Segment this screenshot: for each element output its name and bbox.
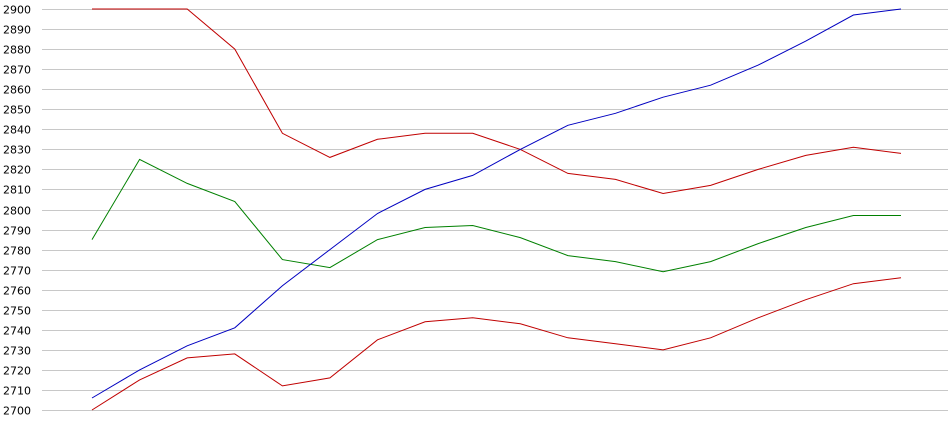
series-lines [91, 8, 902, 411]
y-tick-label: 2820 [3, 164, 31, 177]
y-tick-label: 2890 [3, 24, 31, 37]
y-tick-label: 2790 [3, 225, 31, 238]
y-tick-label: 2880 [3, 44, 31, 57]
y-tick-label: 2750 [3, 305, 31, 318]
y-tick-label: 2760 [3, 285, 31, 298]
y-tick-label: 2840 [3, 124, 31, 137]
series-line-3 [91, 277, 902, 411]
y-axis-ticks: 2700 2710 2720 2730 2740 2750 2760 2770 2780 2790… [3, 4, 31, 418]
y-tick-label: 2900 [3, 4, 31, 17]
y-tick-label: 2860 [3, 84, 31, 97]
grid [42, 9, 948, 411]
y-tick-label: 2720 [3, 365, 31, 378]
y-tick-label: 2710 [3, 385, 31, 398]
y-tick-label: 2740 [3, 325, 31, 338]
y-tick-label: 2700 [3, 405, 31, 418]
y-tick-label: 2850 [3, 104, 31, 117]
y-tick-label: 2810 [3, 184, 31, 197]
y-tick-label: 2830 [3, 144, 31, 157]
y-tick-label: 2870 [3, 64, 31, 77]
series-line-2 [91, 158, 901, 273]
y-tick-label: 2780 [3, 245, 31, 258]
y-tick-label: 2800 [3, 205, 31, 218]
series-line-4 [91, 8, 902, 399]
series-line-1 [92, 8, 902, 195]
y-tick-label: 2770 [3, 265, 31, 278]
y-tick-label: 2730 [3, 345, 31, 358]
